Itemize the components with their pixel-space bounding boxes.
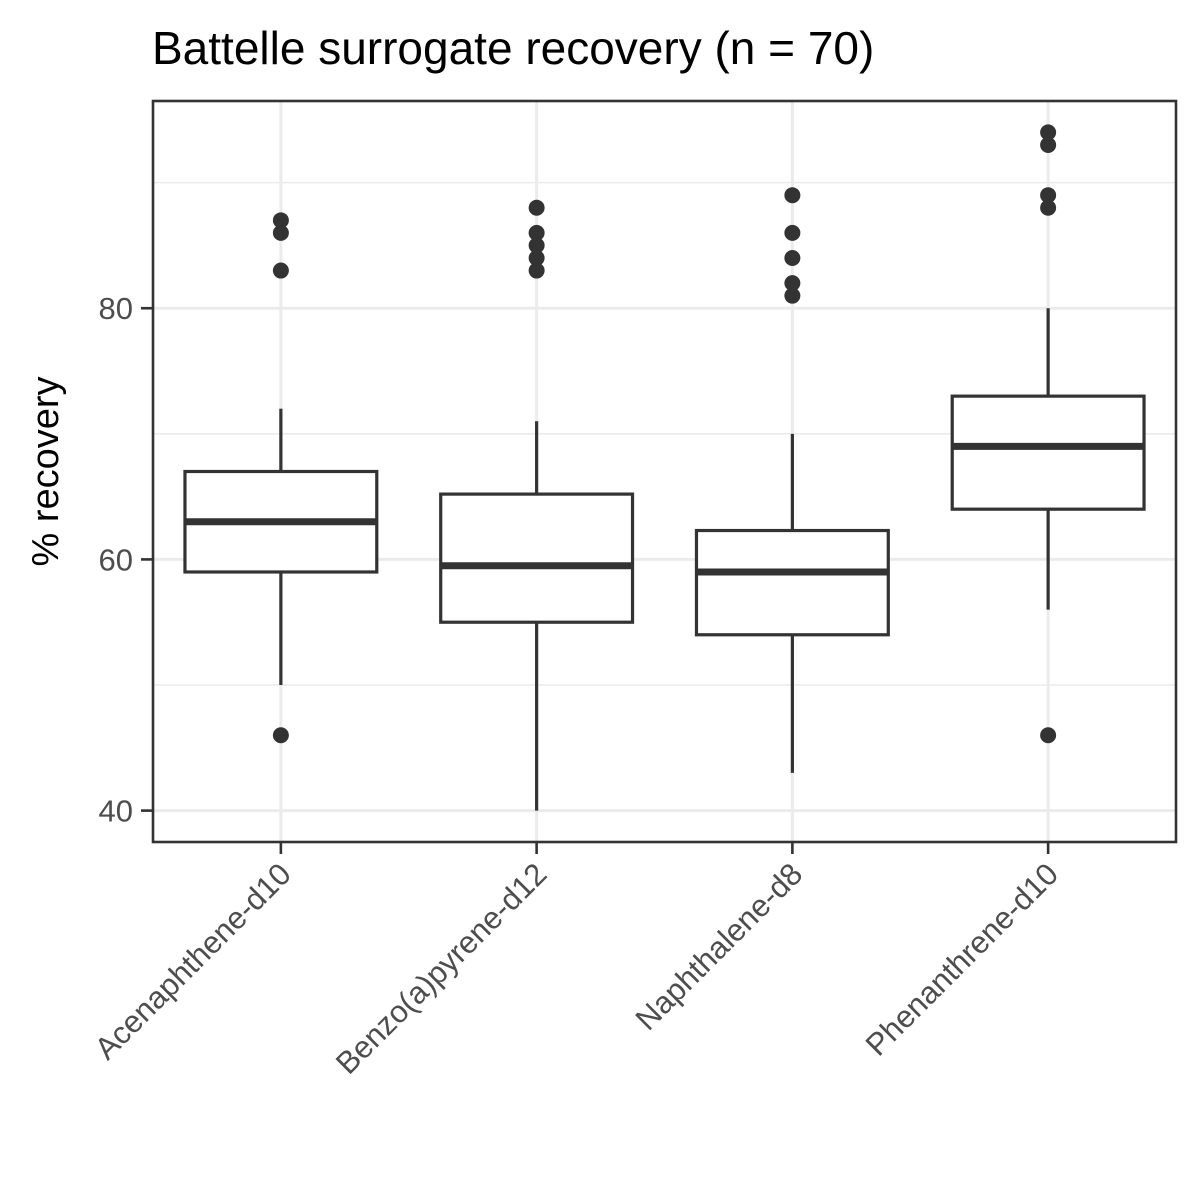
box-iqr: [694, 528, 890, 637]
outlier-point: [528, 262, 545, 279]
box-iqr: [950, 394, 1146, 511]
outlier-point: [784, 287, 801, 304]
outlier-point: [1040, 187, 1057, 204]
outlier-point: [272, 262, 289, 279]
outlier-point: [272, 224, 289, 241]
plot-panel-border: [151, 99, 1178, 844]
x-tick-label: Phenanthrene-d10: [859, 856, 1065, 1062]
x-axis: Acenaphthene-d10 Benzo(a)pyrene-d12 Naphth…: [88, 842, 1065, 1081]
outlier-point: [784, 224, 801, 241]
boxes: [183, 124, 1146, 811]
outlier-point: [528, 249, 545, 266]
y-axis: 40 60 80: [99, 291, 153, 829]
outlier-point: [1040, 199, 1057, 216]
outlier-point: [272, 212, 289, 229]
box-iqr: [439, 492, 635, 624]
x-tick-label: Naphthalene-d8: [629, 856, 810, 1037]
y-tick-label: 40: [99, 794, 133, 829]
outlier-point: [272, 727, 289, 744]
outlier-point: [784, 187, 801, 204]
outlier-point: [784, 275, 801, 292]
chart-title: Battelle surrogate recovery (n = 70): [152, 22, 874, 74]
box-group: [950, 124, 1146, 744]
box-group: [694, 187, 890, 773]
x-tick-label: Benzo(a)pyrene-d12: [329, 856, 554, 1081]
outlier-point: [528, 199, 545, 216]
box-group: [439, 199, 635, 811]
y-axis-label: % recovery: [25, 376, 67, 566]
y-tick-label: 60: [99, 542, 133, 577]
outlier-point: [1040, 727, 1057, 744]
box-group: [183, 212, 379, 744]
outlier-point: [1040, 124, 1057, 141]
outlier-point: [784, 249, 801, 266]
outlier-point: [1040, 136, 1057, 153]
x-tick-label: Acenaphthene-d10: [88, 856, 298, 1066]
outlier-point: [528, 237, 545, 254]
outlier-point: [528, 224, 545, 241]
y-tick-label: 80: [99, 291, 133, 326]
